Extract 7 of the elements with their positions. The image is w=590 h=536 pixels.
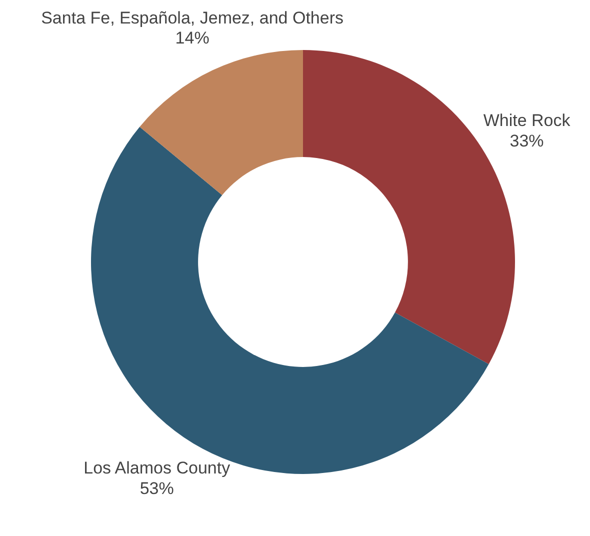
donut-slice bbox=[140, 50, 303, 196]
slice-label: Santa Fe, Española, Jemez, and Others bbox=[41, 8, 344, 28]
slice-label: Los Alamos County bbox=[84, 458, 231, 478]
data-label: 14% bbox=[175, 28, 210, 48]
slice-label: White Rock bbox=[483, 111, 571, 130]
data-label: 33% bbox=[510, 132, 544, 151]
data-label: 53% bbox=[140, 479, 174, 498]
